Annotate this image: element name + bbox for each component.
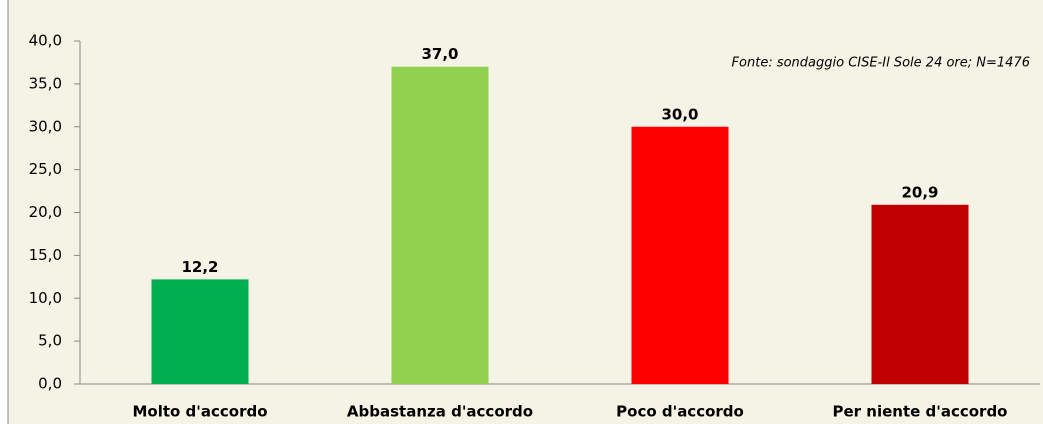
bar	[631, 126, 729, 384]
y-tick-label: 0,0	[38, 375, 62, 393]
bar	[871, 204, 969, 384]
bar	[151, 279, 249, 384]
x-tick-label: Per niente d'accordo	[832, 403, 1007, 421]
value-label: 12,2	[181, 258, 218, 276]
x-tick-label: Abbastanza d'accordo	[347, 403, 533, 421]
y-tick-label: 20,0	[29, 203, 62, 221]
y-tick-label: 5,0	[38, 332, 62, 350]
y-tick-label: 25,0	[29, 160, 62, 178]
value-label: 30,0	[661, 105, 698, 123]
y-tick-label: 40,0	[29, 32, 62, 50]
bar	[391, 66, 489, 384]
value-label: 20,9	[901, 183, 938, 201]
y-tick-label: 30,0	[29, 117, 62, 135]
annotation: Fonte: sondaggio CISE-Il Sole 24 ore; N=…	[732, 56, 1030, 71]
y-tick-label: 15,0	[29, 246, 62, 264]
value-label: 37,0	[421, 45, 458, 63]
x-tick-label: Poco d'accordo	[616, 403, 744, 421]
x-tick-label: Molto d'accordo	[132, 403, 267, 421]
y-tick-label: 35,0	[29, 74, 62, 92]
y-tick-label: 10,0	[29, 289, 62, 307]
